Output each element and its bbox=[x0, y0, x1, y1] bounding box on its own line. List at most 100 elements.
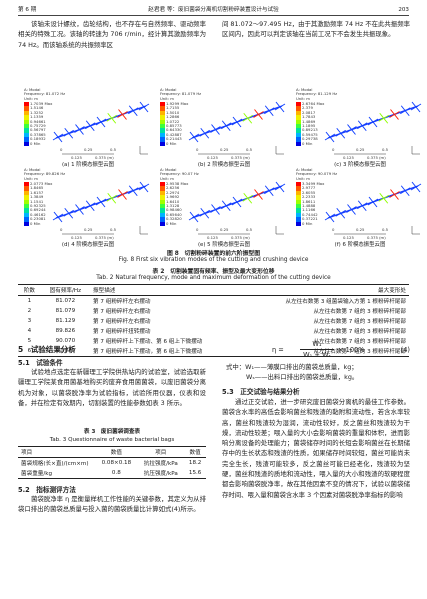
colorbar-swatch bbox=[296, 128, 301, 133]
model-label: A: Modal bbox=[160, 167, 177, 172]
scale-label: 0 bbox=[60, 226, 63, 232]
blade bbox=[84, 122, 96, 130]
paragraph: 通过正交试验，进一步研究废旧菌袋分离机的最佳工作参数。菌袋含水率的高低会影响菌丝… bbox=[222, 398, 410, 499]
formula-lhs: η = bbox=[272, 346, 284, 354]
issue: 第 6 期 bbox=[18, 7, 37, 13]
blade bbox=[346, 126, 357, 133]
colorbar-label: 1.1895 bbox=[302, 123, 316, 128]
blade bbox=[95, 198, 107, 206]
table-cell: 从左往右数第 7 组的 3 根粉碎杆尾部 bbox=[313, 349, 406, 355]
colorbar-label: 0.37221 bbox=[302, 216, 318, 222]
colorbar-swatch bbox=[24, 128, 29, 133]
table-cell: 第 7 组粉碎杆上下摆动、第 6 组上下微摆动 bbox=[93, 339, 203, 345]
scale-label: 0.125 bbox=[207, 234, 218, 240]
colorbar-label: 2.6256 bbox=[166, 185, 180, 191]
colorbar-swatch bbox=[296, 141, 301, 146]
scale-label: 0.125 bbox=[343, 154, 354, 160]
scale-label: 0.25 bbox=[356, 226, 365, 232]
panel-caption: (d) 4 阶模态振型云图 bbox=[61, 242, 115, 248]
colorbar-swatch bbox=[296, 132, 301, 138]
colorbar-swatch bbox=[24, 217, 29, 222]
blade bbox=[324, 133, 336, 141]
table-row: 菌袋规格(长×直)/(cm×m) 0.08×0.18 抗拉强度/kPa 18.2 bbox=[18, 458, 206, 469]
blade bbox=[274, 183, 286, 191]
blade bbox=[220, 202, 232, 210]
colorbar-label: 1.1166 bbox=[302, 207, 316, 213]
blade bbox=[106, 114, 118, 122]
colorbar-label: 0.56797 bbox=[30, 127, 46, 133]
colorbar-label: 0.69244 bbox=[30, 207, 46, 213]
blade bbox=[117, 111, 128, 118]
colorbar-label: 1.4888 bbox=[302, 203, 316, 208]
table-cell: 第 7 组粉碎杆左右摆动 bbox=[93, 309, 151, 315]
colorbar-label: 1.0722 bbox=[166, 118, 180, 124]
colorbar-label: 0 Min bbox=[30, 220, 41, 226]
colorbar-label: 2.6764 Max bbox=[302, 101, 325, 106]
table-header-cell: 项目 bbox=[155, 450, 167, 456]
colorbar-swatch bbox=[160, 190, 165, 196]
colorbar-swatch bbox=[296, 212, 301, 218]
colorbar-label: 0 Min bbox=[166, 140, 177, 146]
scale-label: 0.5 bbox=[382, 226, 389, 232]
blade bbox=[199, 129, 211, 137]
colorbar-swatch bbox=[296, 119, 301, 124]
unit: Unit: m bbox=[24, 95, 38, 101]
blade bbox=[389, 191, 400, 198]
table-row: 3 81.129 第 7 组粉碎杆左右摆动 从左往右数第 7 组的 3 根粉碎杆尾部 bbox=[18, 316, 409, 326]
table-cell: 15.6 bbox=[188, 470, 202, 476]
colorbar-swatch bbox=[160, 182, 165, 187]
figure: A: Modal Frequency: 81.072 Hz Unit: m 1.703… bbox=[0, 87, 427, 248]
blade bbox=[63, 209, 75, 217]
section-title: 5 试验结果分析 bbox=[18, 345, 76, 354]
table-cell: 4 bbox=[27, 328, 32, 334]
table-cell: 81.072 bbox=[55, 298, 76, 304]
colorbar-label: 0.42887 bbox=[166, 131, 182, 137]
table-cell: 18.2 bbox=[188, 460, 202, 466]
colorbar-label: 0.46162 bbox=[30, 211, 46, 217]
colorbar-swatch bbox=[160, 110, 165, 116]
panel-caption: (e) 5 阶模态振型云图 bbox=[197, 242, 251, 248]
table-caption-en: Tab. 2 Natural frequency, mode and maxim… bbox=[96, 275, 331, 281]
frequency: Frequency: 81.129 Hz bbox=[296, 91, 338, 97]
scale-label: 0 bbox=[332, 226, 335, 232]
colorbar-swatch bbox=[160, 221, 165, 226]
table-header-cell: 振型描述 bbox=[93, 288, 116, 294]
colorbar-swatch bbox=[160, 199, 165, 204]
blade bbox=[74, 206, 85, 213]
blade bbox=[138, 183, 150, 191]
colorbar-swatch bbox=[160, 217, 165, 222]
table-cell: 0.08×0.18 bbox=[101, 460, 132, 466]
scale-label: 0.25 bbox=[84, 226, 93, 232]
colorbar-swatch bbox=[24, 119, 29, 124]
blade bbox=[346, 206, 357, 213]
scale-label: 0.5 bbox=[110, 146, 117, 152]
colorbar-swatch bbox=[296, 115, 301, 120]
table-cell: 从左往右数第 7 组的 3 根粉碎杆尾部 bbox=[313, 329, 406, 335]
colorbar-label: 1.3849 bbox=[30, 194, 44, 200]
paragraph: 菌袋脱净率 η 是衡量样机工作性能的关键参数，其定义为从排袋口排出的菌袋总质量与… bbox=[18, 495, 206, 514]
subsection-title: 5.1 试验条件 bbox=[18, 359, 63, 367]
subsection-title: 5.2 指标测评方法 bbox=[18, 486, 76, 494]
colorbar-label: 0 Min bbox=[166, 220, 177, 226]
mode-shape bbox=[188, 101, 286, 155]
colorbar-label: 0.98460 bbox=[166, 207, 182, 213]
blade bbox=[399, 187, 411, 195]
panel-caption: (c) 3 阶模态振型云图 bbox=[334, 162, 386, 168]
table-row: 1 81.072 第 7 组粉碎杆左右摆动 从左往右数第 3 组菌袋输入方第 1 根粉… bbox=[18, 296, 409, 307]
model-label: A: Modal bbox=[160, 87, 177, 92]
formula-denominator: W₁ + Wₛ bbox=[303, 351, 331, 359]
scale-label: 0.125 bbox=[343, 234, 354, 240]
blade bbox=[274, 103, 286, 111]
blade bbox=[253, 191, 264, 198]
colorbar-swatch bbox=[160, 124, 165, 129]
model-label: A: Modal bbox=[24, 87, 41, 92]
scale-label: 0.5 bbox=[246, 226, 253, 232]
table-header-cell: 固有频率/Hz bbox=[49, 288, 82, 294]
scale-label: 0 bbox=[196, 226, 199, 232]
table-cell: 第 7 组粉碎杆扭转摆动 bbox=[93, 329, 151, 335]
mode-panel: A: Modal Frequency: 81.072 Hz Unit: m 1.703… bbox=[22, 87, 154, 162]
table-cell: 从左往右数第 3 组菌袋输入方第 1 根粉碎杆尾部 bbox=[285, 299, 406, 305]
paragraph: 试验地点选定在新疆理工学院供热站内的试验室，试验选取新疆理工学院某食用菌基地购买… bbox=[18, 368, 206, 407]
blade bbox=[389, 111, 400, 118]
colorbar-swatch bbox=[24, 199, 29, 204]
